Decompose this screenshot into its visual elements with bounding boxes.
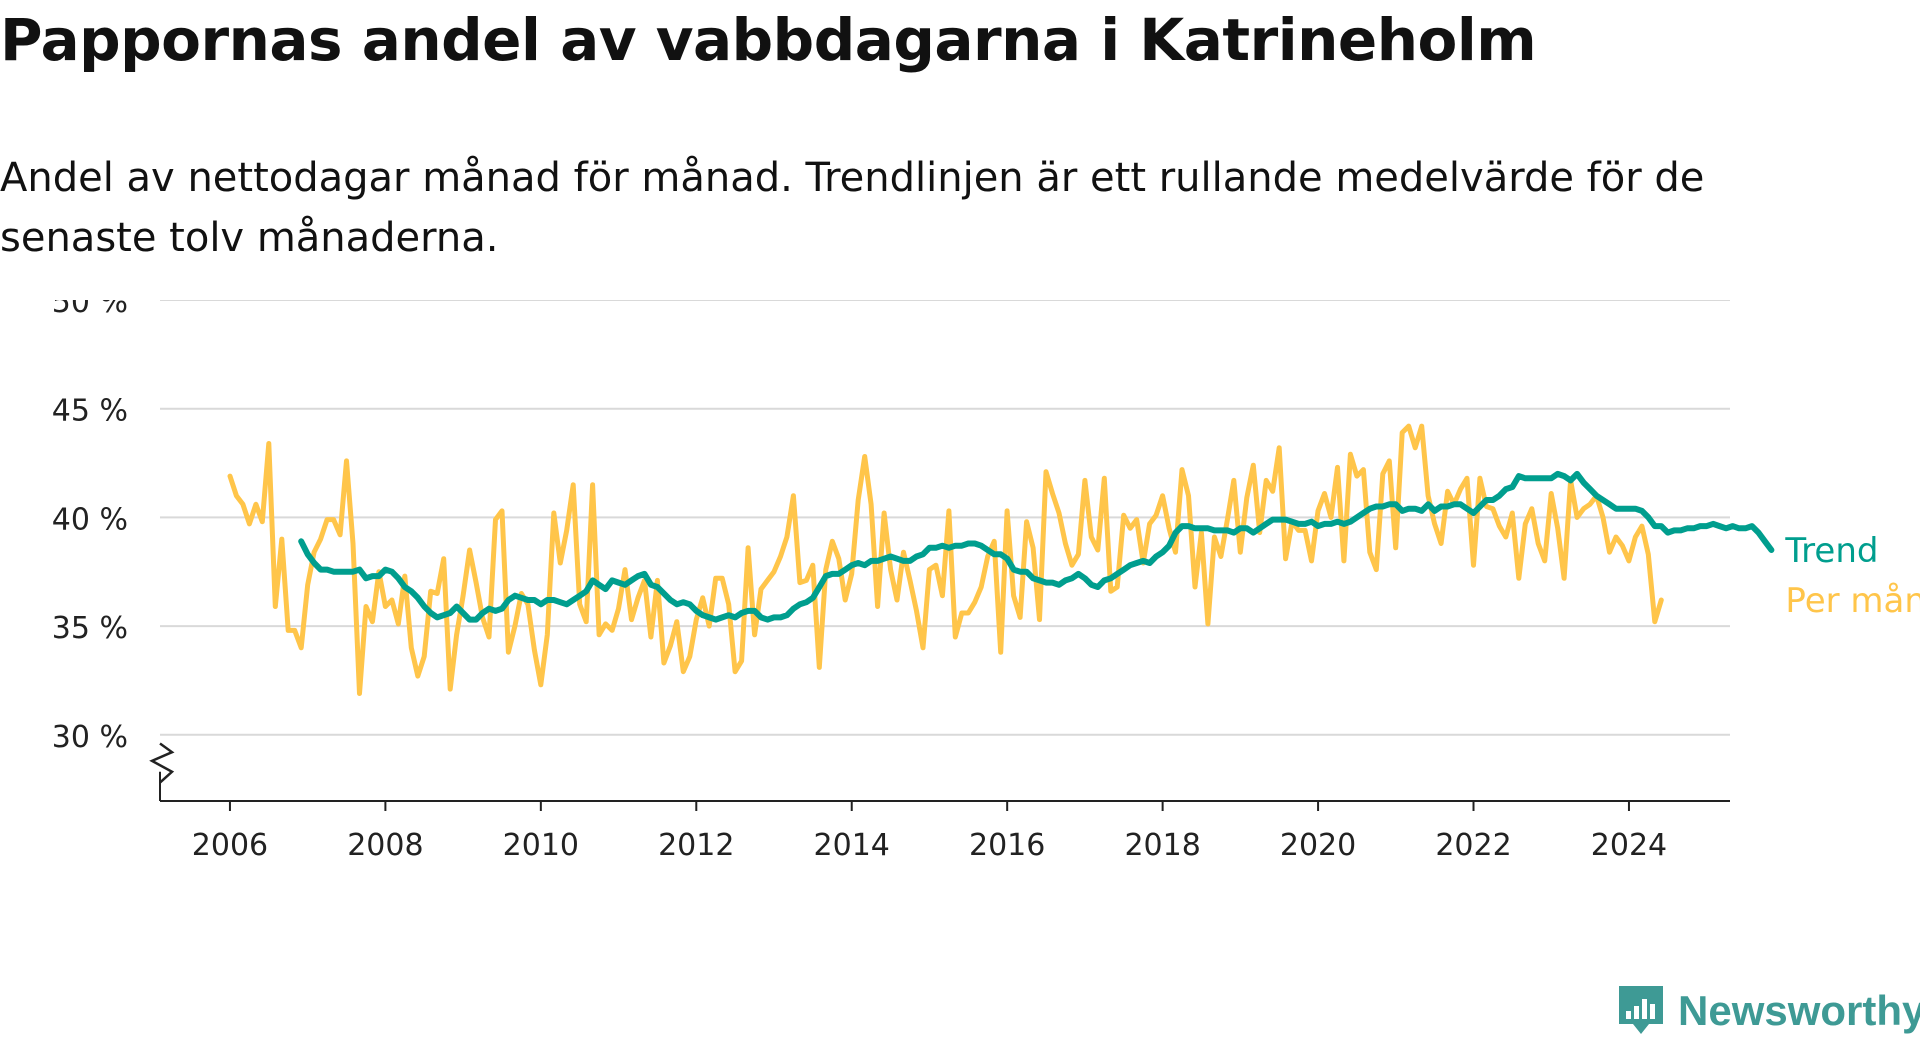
x-tick-label: 2024 — [1591, 828, 1667, 860]
chart-subtitle: Andel av nettodagar månad för månad. Tre… — [0, 155, 1705, 261]
axis-break-marker — [149, 742, 175, 784]
y-tick-label: 35 % — [52, 611, 128, 646]
x-tick-label: 2022 — [1435, 828, 1511, 860]
y-tick-label: 50 % — [52, 300, 128, 320]
y-tick-label: 40 % — [52, 502, 128, 537]
series-direct-labels: Trend Per månad — [1784, 531, 1920, 621]
series-label-per-manad: Per månad — [1785, 581, 1920, 621]
line-chart: 30 % 35 % 40 % 45 % 50 % 2006 2008 2010 2012 201… — [52, 300, 1920, 860]
x-tick-label: 2010 — [503, 828, 579, 860]
x-tick-label: 2006 — [192, 828, 268, 860]
x-tick-label: 2014 — [814, 828, 890, 860]
x-tick-label: 2012 — [658, 828, 734, 860]
series-line-per-månad — [227, 423, 1664, 696]
x-tick-labels: 2006 2008 2010 2012 2014 2016 2018 2020 2022 2024 — [192, 828, 1667, 860]
x-axis — [149, 742, 1730, 811]
chart-title: Pappornas andel av vabbdagarna i Katrine… — [0, 6, 1537, 74]
series-label-trend: Trend — [1784, 531, 1878, 571]
y-tick-label: 45 % — [52, 394, 128, 429]
x-tick-label: 2008 — [347, 828, 423, 860]
x-tick-label: 2016 — [969, 828, 1045, 860]
x-tick-label: 2018 — [1124, 828, 1200, 860]
y-tick-labels: 30 % 35 % 40 % 45 % 50 % — [52, 300, 128, 755]
series-line-trend — [298, 470, 1775, 623]
newsworthy-logo-icon — [1619, 986, 1663, 1034]
brand-name: Newsworthy — [1678, 987, 1920, 1034]
x-tick-label: 2020 — [1280, 828, 1356, 860]
series-lines — [227, 423, 1775, 696]
y-tick-label: 30 % — [52, 720, 128, 755]
newsworthy-logo: Newsworthy — [1616, 982, 1920, 1040]
gridlines — [160, 300, 1730, 736]
